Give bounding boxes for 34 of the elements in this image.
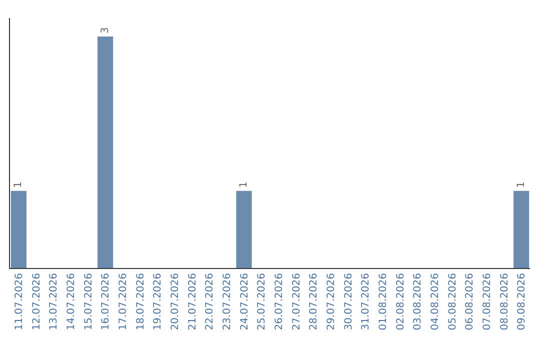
x-tick-label: 17.07.2026	[118, 273, 129, 330]
x-tick-label: 07.08.2026	[482, 273, 493, 330]
x-tick-label: 09.08.2026	[516, 273, 528, 330]
data-label: 1	[238, 181, 250, 188]
x-tick-label: 24.07.2026	[239, 273, 250, 330]
x-tick-label: 28.07.2026	[308, 273, 320, 330]
x-tick-label: 27.07.2026	[291, 273, 302, 330]
x-tick-label: 06.08.2026	[464, 273, 476, 330]
x-tick-label: 05.08.2026	[447, 273, 458, 330]
x-tick-label: 31.07.2026	[360, 273, 372, 330]
x-tick-label: 19.07.2026	[152, 273, 164, 330]
x-tick-label: 22.07.2026	[204, 273, 216, 330]
x-tick-label: 12.07.2026	[31, 273, 42, 330]
x-tick-label: 23.07.2026	[222, 273, 233, 330]
x-tick-label: 21.07.2026	[187, 273, 198, 330]
data-label: 1	[13, 181, 24, 188]
data-label: 1	[516, 181, 527, 188]
x-tick-label: 11.07.2026	[14, 273, 25, 330]
x-tick-label: 15.07.2026	[83, 273, 94, 330]
x-tick-label: 03.08.2026	[412, 273, 424, 330]
x-tick-label: 30.07.2026	[343, 273, 354, 330]
x-tick-label: 13.07.2026	[48, 273, 60, 330]
x-tick-label: 02.08.2026	[395, 273, 406, 330]
x-tick-label: 01.08.2026	[378, 273, 389, 330]
x-tick-label: 18.07.2026	[135, 273, 146, 330]
x-tick-label: 16.07.2026	[100, 273, 112, 330]
x-tick-label: 26.07.2026	[274, 273, 285, 330]
data-label: 3	[100, 27, 111, 34]
x-tick-label: 08.08.2026	[499, 273, 510, 330]
x-tick-label: 20.07.2026	[170, 273, 181, 330]
x-tick-label: 14.07.2026	[66, 273, 77, 330]
x-tick-label: 25.07.2026	[256, 273, 268, 330]
x-tick-label: 04.08.2026	[430, 273, 441, 330]
x-tick-label: 29.07.2026	[326, 273, 337, 330]
